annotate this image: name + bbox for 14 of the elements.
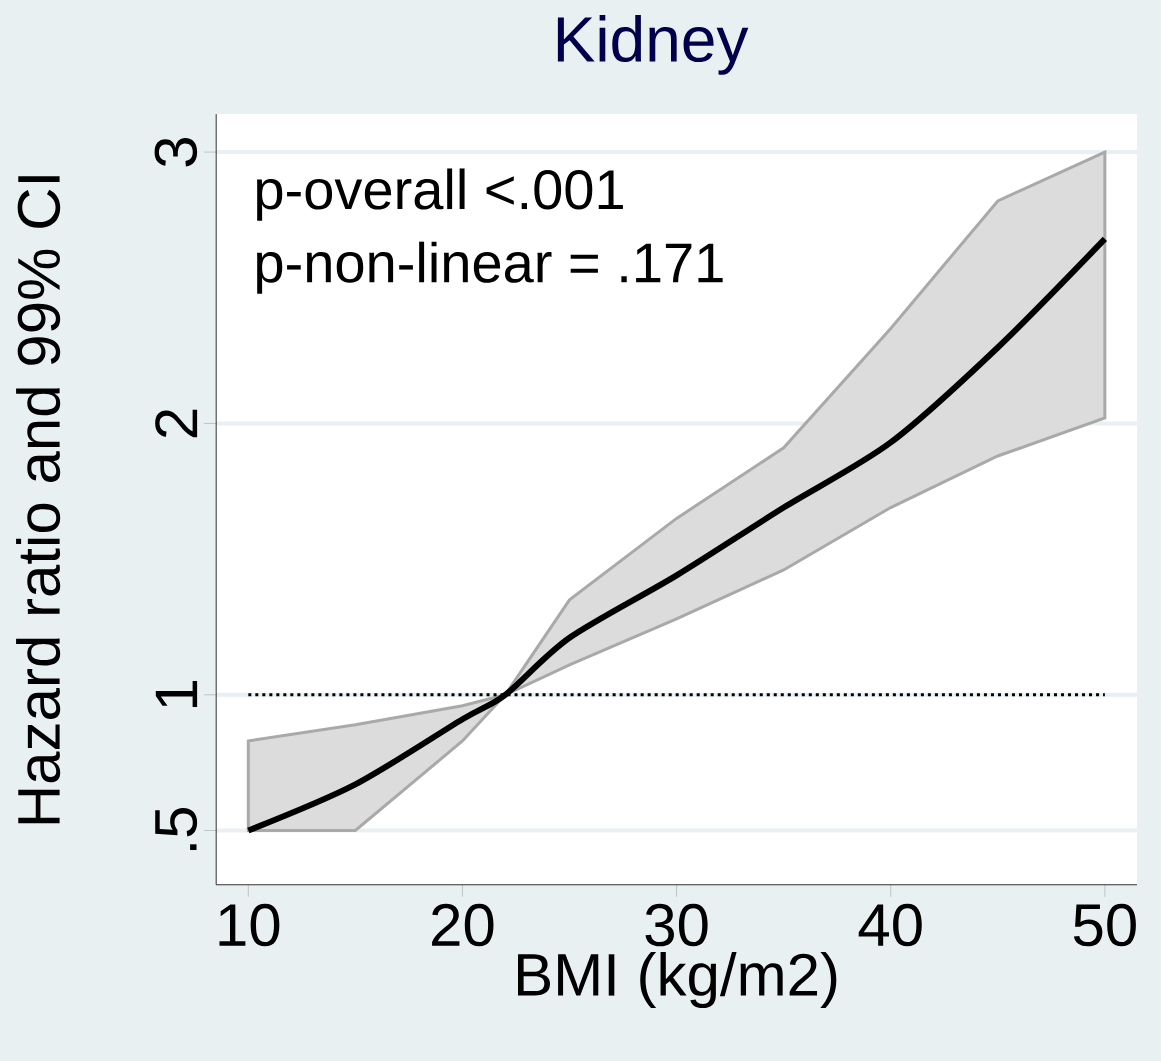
x-tick-label: 20 <box>432 903 494 947</box>
annotation: p-non-linear = .171 <box>257 241 723 294</box>
y-tick-label: 2 <box>155 409 198 438</box>
annotation: p-overall <.001 <box>257 168 623 221</box>
x-axis-title: BMI (kg/m2) <box>518 952 837 1009</box>
x-tick-label: 40 <box>858 903 922 947</box>
x-tick-label: 10 <box>219 903 280 947</box>
y-tick-label: 1 <box>155 681 198 707</box>
y-tick-label: 3 <box>154 138 198 167</box>
chart-title: Kidney <box>557 15 749 75</box>
x-tick-label: 30 <box>645 903 708 947</box>
y-tick-label: .5 <box>155 807 198 851</box>
x-tick-label: 50 <box>1073 903 1136 947</box>
y-axis-title: Hazard ratio and 99% CI <box>16 176 61 824</box>
